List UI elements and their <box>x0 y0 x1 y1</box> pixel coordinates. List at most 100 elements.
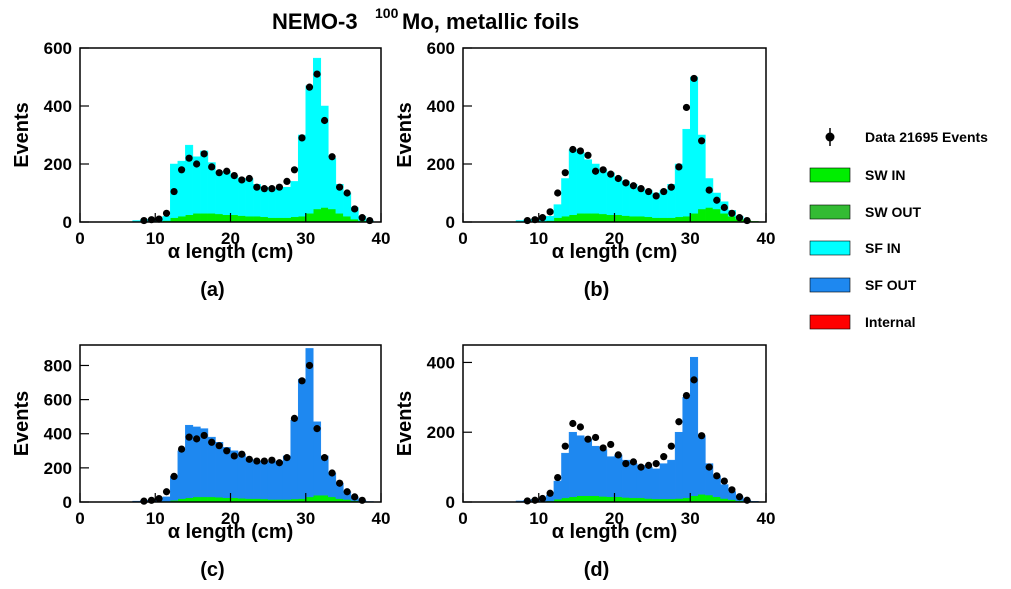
data-point <box>223 447 231 455</box>
histogram-bar <box>305 213 314 223</box>
y-tick-label: 0 <box>63 213 72 232</box>
histogram-bar <box>674 163 683 218</box>
data-point <box>538 214 547 222</box>
data-point <box>177 445 186 453</box>
histogram-bar <box>591 213 600 223</box>
data-point <box>728 209 736 217</box>
histogram-bar <box>177 450 186 499</box>
histogram-bar <box>245 459 254 499</box>
histogram-bar <box>553 480 562 500</box>
data-point <box>591 433 600 442</box>
histogram-bar <box>313 57 322 210</box>
data-point <box>298 377 306 385</box>
data-point <box>351 493 359 501</box>
data-point <box>713 472 721 480</box>
legend-marker <box>825 132 835 142</box>
histogram-bar <box>328 208 337 223</box>
data-point <box>637 463 645 471</box>
data-point <box>607 440 615 449</box>
y-tick-label: 600 <box>44 39 72 58</box>
histogram-bar <box>215 442 224 498</box>
data-point <box>652 192 660 200</box>
data-point <box>622 460 630 468</box>
data-point <box>629 182 638 190</box>
data-point <box>660 187 668 196</box>
histogram-bar <box>200 213 209 223</box>
histogram-bar <box>207 496 216 503</box>
histogram-bar <box>697 435 706 495</box>
data-point <box>170 472 178 481</box>
histogram-bar <box>290 419 299 500</box>
histogram-bar <box>682 128 691 217</box>
histogram-bar <box>313 208 322 223</box>
x-tick-label: 10 <box>146 509 165 528</box>
data-point <box>698 137 706 145</box>
data-point <box>336 479 344 487</box>
data-point <box>230 452 238 460</box>
data-point <box>155 215 163 223</box>
histogram-bar <box>222 447 231 498</box>
data-point <box>208 163 216 171</box>
data-point <box>690 376 698 384</box>
x-axis-label: α length (cm) <box>168 241 294 263</box>
x-axis-label: α length (cm) <box>168 521 294 543</box>
y-tick-label: 400 <box>44 425 72 444</box>
histogram-bar <box>667 459 676 500</box>
title: NEMO-3 <box>272 9 358 34</box>
histogram-bar <box>553 204 562 218</box>
histogram-bar <box>561 215 570 223</box>
data-point <box>215 442 223 450</box>
data-point <box>614 174 622 183</box>
data-point <box>298 134 306 142</box>
data-point <box>675 418 683 426</box>
histogram-bar <box>568 431 577 498</box>
legend-swatch <box>809 314 851 330</box>
histogram-bar <box>200 496 209 503</box>
legend-swatch <box>809 277 851 293</box>
histogram-bar <box>275 188 284 218</box>
data-point <box>622 179 630 187</box>
histogram-bar <box>606 456 615 498</box>
panel-caption: (d) <box>584 559 610 581</box>
legend-label: SF OUT <box>865 277 917 293</box>
data-point <box>343 189 351 197</box>
data-point <box>275 459 284 467</box>
histogram-bar <box>237 178 246 216</box>
data-point <box>283 454 291 462</box>
histogram-bar <box>636 215 646 223</box>
data-point <box>162 488 171 496</box>
histogram-bar <box>697 208 706 223</box>
x-tick-label: 40 <box>372 229 391 248</box>
data-point <box>313 70 321 78</box>
data-point <box>705 186 713 194</box>
histogram-bar <box>705 494 714 503</box>
histogram-bar <box>237 215 246 223</box>
y-tick-label: 400 <box>427 353 455 372</box>
histogram-bar <box>297 215 307 223</box>
histogram-bar <box>568 214 577 223</box>
data-point <box>177 166 186 174</box>
y-tick-label: 0 <box>446 493 455 512</box>
data-point <box>561 169 569 177</box>
histogram-bar <box>568 149 577 215</box>
data-point <box>743 496 751 504</box>
title-rest: Mo, metallic foils <box>402 9 579 34</box>
data-point <box>561 442 569 450</box>
histogram-bar <box>690 76 699 214</box>
data-point <box>569 145 577 154</box>
histogram-bar <box>328 496 337 503</box>
data-point <box>554 189 562 197</box>
data-point <box>629 458 638 466</box>
histogram-bar <box>222 214 231 223</box>
histogram-bar <box>162 496 171 502</box>
data-point <box>614 451 622 459</box>
data-point <box>320 116 329 125</box>
data-point <box>675 163 683 171</box>
data-point <box>698 432 706 440</box>
data-point <box>223 167 231 175</box>
x-tick-label: 0 <box>75 509 84 528</box>
data-point <box>667 183 675 191</box>
histogram-bar <box>290 181 299 218</box>
data-point <box>230 172 238 180</box>
histogram-bar <box>320 494 329 503</box>
